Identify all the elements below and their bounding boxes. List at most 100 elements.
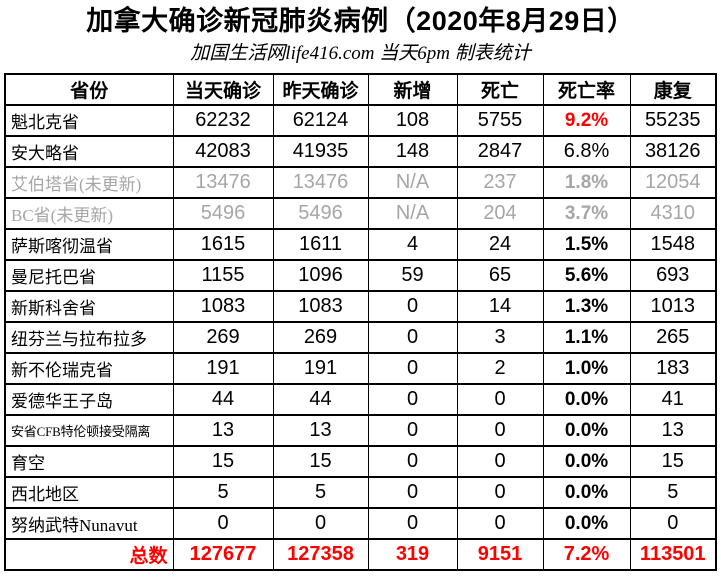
table-row: 纽芬兰与拉布拉多 269 269 0 3 1.1% 265 [4, 321, 717, 354]
table-row: 曼尼托巴省 1155 1096 59 65 5.6% 693 [4, 259, 717, 292]
deaths-cell: 204 [456, 197, 544, 230]
death-rate-cell: 1.8% [542, 166, 631, 199]
province-cell: 西北地区 [4, 476, 174, 509]
table-row: 魁北克省 62232 62124 108 5755 9.2% 55235 [4, 104, 717, 137]
total-death-rate-cell: 7.2% [542, 538, 631, 571]
death-rate-cell: 1.1% [542, 321, 631, 354]
death-rate-cell: 1.3% [542, 290, 631, 323]
table-row: 新斯科舍省 1083 1083 0 14 1.3% 1013 [4, 290, 717, 323]
yesterday-confirmed-cell: 15 [272, 445, 369, 478]
new-cases-cell: 0 [367, 476, 458, 509]
new-cases-cell: 0 [367, 414, 458, 447]
today-confirmed-cell: 13 [172, 414, 274, 447]
death-rate-cell: 0.0% [542, 507, 631, 540]
deaths-cell: 65 [456, 259, 544, 292]
column-header-deaths: 死亡 [456, 73, 544, 106]
new-cases-cell: 0 [367, 507, 458, 540]
recovered-cell: 0 [629, 507, 717, 540]
deaths-cell: 0 [456, 507, 544, 540]
province-cell: 爱德华王子岛 [4, 383, 174, 416]
today-confirmed-cell: 5 [172, 476, 274, 509]
new-cases-cell: 59 [367, 259, 458, 292]
province-cell: 安省CFB特伦顿接受隔离 [4, 414, 174, 447]
today-confirmed-cell: 1155 [172, 259, 274, 292]
total-recovered-cell: 113501 [629, 538, 717, 571]
column-header-recovered: 康复 [629, 73, 717, 106]
recovered-cell: 265 [629, 321, 717, 354]
today-confirmed-cell: 269 [172, 321, 274, 354]
today-confirmed-cell: 44 [172, 383, 274, 416]
death-rate-cell: 0.0% [542, 383, 631, 416]
death-rate-cell: 0.0% [542, 445, 631, 478]
today-confirmed-cell: 15 [172, 445, 274, 478]
yesterday-confirmed-cell: 62124 [272, 104, 369, 137]
table-row: 萨斯喀彻温省 1615 1611 4 24 1.5% 1548 [4, 228, 717, 261]
total-deaths-cell: 9151 [456, 538, 544, 571]
recovered-cell: 183 [629, 352, 717, 385]
recovered-cell: 15 [629, 445, 717, 478]
death-rate-cell: 9.2% [542, 104, 631, 137]
new-cases-cell: 148 [367, 135, 458, 168]
table-row: 努纳武特Nunavut 0 0 0 0 0.0% 0 [4, 507, 717, 540]
covid-cases-table: 省份 当天确诊 昨天确诊 新增 死亡 死亡率 康复 魁北克省 62232 62124… [4, 73, 717, 571]
total-row: 总数 127677 127358 319 9151 7.2% 113501 [4, 538, 717, 571]
recovered-cell: 4310 [629, 197, 717, 230]
yesterday-confirmed-cell: 5496 [272, 197, 369, 230]
today-confirmed-cell: 5496 [172, 197, 274, 230]
yesterday-confirmed-cell: 13 [272, 414, 369, 447]
column-header-province: 省份 [4, 73, 174, 106]
deaths-cell: 0 [456, 383, 544, 416]
recovered-cell: 38126 [629, 135, 717, 168]
recovered-cell: 41 [629, 383, 717, 416]
new-cases-cell: 108 [367, 104, 458, 137]
province-cell: 安大略省 [4, 135, 174, 168]
table-row: 艾伯塔省(未更新) 13476 13476 N/A 237 1.8% 12054 [4, 166, 717, 199]
yesterday-confirmed-cell: 1611 [272, 228, 369, 261]
page: 加拿大确诊新冠肺炎病例（2020年8月29日） 加国生活网life416.com… [4, 6, 717, 571]
province-cell: 新斯科舍省 [4, 290, 174, 323]
yesterday-confirmed-cell: 269 [272, 321, 369, 354]
death-rate-cell: 1.5% [542, 228, 631, 261]
deaths-cell: 0 [456, 414, 544, 447]
province-cell: BC省(未更新) [4, 197, 174, 230]
province-cell: 纽芬兰与拉布拉多 [4, 321, 174, 354]
province-cell: 新不伦瑞克省 [4, 352, 174, 385]
new-cases-cell: 0 [367, 352, 458, 385]
today-confirmed-cell: 13476 [172, 166, 274, 199]
province-cell: 艾伯塔省(未更新) [4, 166, 174, 199]
deaths-cell: 5755 [456, 104, 544, 137]
page-title: 加拿大确诊新冠肺炎病例（2020年8月29日） [86, 6, 635, 36]
death-rate-cell: 3.7% [542, 197, 631, 230]
deaths-cell: 0 [456, 476, 544, 509]
yesterday-confirmed-cell: 44 [272, 383, 369, 416]
new-cases-cell: N/A [367, 166, 458, 199]
recovered-cell: 693 [629, 259, 717, 292]
today-confirmed-cell: 191 [172, 352, 274, 385]
column-header-today-confirmed: 当天确诊 [172, 73, 274, 106]
recovered-cell: 55235 [629, 104, 717, 137]
table-row: BC省(未更新) 5496 5496 N/A 204 3.7% 4310 [4, 197, 717, 230]
death-rate-cell: 0.0% [542, 414, 631, 447]
new-cases-cell: 0 [367, 383, 458, 416]
new-cases-cell: 0 [367, 290, 458, 323]
province-cell: 努纳武特Nunavut [4, 507, 174, 540]
death-rate-cell: 5.6% [542, 259, 631, 292]
recovered-cell: 13 [629, 414, 717, 447]
recovered-cell: 1548 [629, 228, 717, 261]
recovered-cell: 12054 [629, 166, 717, 199]
table-row: 西北地区 5 5 0 0 0.0% 5 [4, 476, 717, 509]
new-cases-cell: 0 [367, 321, 458, 354]
deaths-cell: 237 [456, 166, 544, 199]
total-label-cell: 总数 [4, 538, 174, 571]
deaths-cell: 14 [456, 290, 544, 323]
header-row: 省份 当天确诊 昨天确诊 新增 死亡 死亡率 康复 [4, 73, 717, 106]
today-confirmed-cell: 1083 [172, 290, 274, 323]
deaths-cell: 2847 [456, 135, 544, 168]
yesterday-confirmed-cell: 5 [272, 476, 369, 509]
total-yesterday-confirmed-cell: 127358 [272, 538, 369, 571]
death-rate-cell: 1.0% [542, 352, 631, 385]
column-header-yesterday-confirmed: 昨天确诊 [272, 73, 369, 106]
table-row: 爱德华王子岛 44 44 0 0 0.0% 41 [4, 383, 717, 416]
table-row: 育空 15 15 0 0 0.0% 15 [4, 445, 717, 478]
province-cell: 魁北克省 [4, 104, 174, 137]
